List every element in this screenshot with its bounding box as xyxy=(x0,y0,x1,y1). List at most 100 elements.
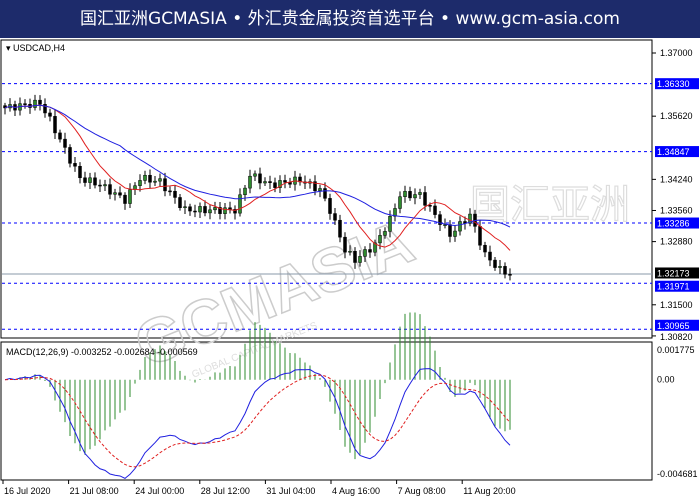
candle xyxy=(403,191,407,197)
candle xyxy=(98,184,102,187)
level-label: 1.30965 xyxy=(657,321,690,331)
candle xyxy=(163,178,167,192)
candle xyxy=(483,244,487,253)
candle xyxy=(43,104,47,114)
candle xyxy=(243,187,247,196)
candle xyxy=(223,207,227,214)
price-tick-label: 1.31500 xyxy=(660,300,693,310)
candle xyxy=(448,224,452,237)
level-label: 1.33286 xyxy=(657,219,690,229)
header-banner: 国汇亚洲GCMASIA • 外汇贵金属投资首选平台 • www.gcm-asia… xyxy=(0,0,700,38)
macd-line xyxy=(4,368,511,479)
time-tick-label: 7 Aug 08:00 xyxy=(398,486,446,496)
candle xyxy=(343,236,347,253)
candle xyxy=(383,231,387,236)
candle xyxy=(398,196,402,209)
macd-tick-label: -0.004681 xyxy=(657,469,698,479)
watermark-logo: 国汇亚洲 xyxy=(470,183,630,227)
candle xyxy=(498,266,502,268)
candle xyxy=(363,249,367,257)
candle xyxy=(408,191,412,199)
candle xyxy=(188,206,192,212)
macd-label: MACD(12,26,9) -0.003252 -0.002684 -0.000… xyxy=(6,347,198,357)
macd-tick-label: 0.001775 xyxy=(657,345,695,355)
current-price-tag xyxy=(655,267,699,279)
candle xyxy=(368,249,372,253)
time-tick-label: 24 Jul 00:00 xyxy=(135,486,184,496)
price-tick-label: 1.33560 xyxy=(660,205,693,215)
ma-fast-line xyxy=(4,104,511,251)
candle xyxy=(158,178,162,182)
candle xyxy=(123,194,127,204)
current-price-label: 1.32173 xyxy=(657,268,690,278)
candle xyxy=(328,198,332,214)
candle xyxy=(143,174,147,181)
candle xyxy=(373,242,377,253)
candle xyxy=(3,105,7,109)
candle xyxy=(263,181,267,184)
candle xyxy=(148,174,152,183)
candle xyxy=(168,190,172,193)
candle xyxy=(23,103,27,105)
level-label: 1.36330 xyxy=(657,79,690,89)
candle xyxy=(413,194,417,199)
header-title: 国汇亚洲GCMASIA • 外汇贵金属投资首选平台 • www.gcm-asia… xyxy=(80,9,620,29)
candle xyxy=(283,180,287,183)
candle xyxy=(443,224,447,226)
price-tick-label: 1.32880 xyxy=(660,237,693,247)
candle xyxy=(68,147,72,164)
candle xyxy=(183,206,187,208)
candle xyxy=(108,184,112,195)
candle xyxy=(248,175,252,189)
level-label: 1.31971 xyxy=(657,282,690,292)
candle xyxy=(268,181,272,183)
candle xyxy=(478,226,482,246)
candle xyxy=(198,206,202,213)
candle xyxy=(173,190,177,198)
candle xyxy=(193,210,197,213)
candle xyxy=(93,177,97,186)
candle xyxy=(83,177,87,183)
symbol-label[interactable]: ▾ USDCAD,H4 xyxy=(6,43,65,53)
candle xyxy=(453,230,457,237)
candle xyxy=(63,138,67,148)
time-tick-label: 28 Jul 12:00 xyxy=(201,486,250,496)
candle xyxy=(388,216,392,232)
time-tick-label: 11 Aug 20:00 xyxy=(463,486,515,496)
candle xyxy=(38,99,42,105)
candle xyxy=(253,173,257,177)
candle xyxy=(353,250,357,263)
candle xyxy=(468,213,472,224)
candle xyxy=(78,165,82,179)
level-label: 1.34847 xyxy=(657,147,690,157)
price-tick-label: 1.37000 xyxy=(660,48,693,58)
candle xyxy=(178,197,182,208)
candle xyxy=(213,207,217,211)
level-tag xyxy=(655,146,699,158)
candle xyxy=(238,194,242,214)
candle xyxy=(208,209,212,214)
time-tick-label: 21 Jul 08:00 xyxy=(70,486,119,496)
ma-slow-line xyxy=(4,104,511,228)
candle xyxy=(433,205,437,215)
time-tick-label: 31 Jul 04:00 xyxy=(266,486,315,496)
candle xyxy=(153,180,157,183)
candle xyxy=(278,180,282,188)
candle xyxy=(323,188,327,199)
time-tick-label: 16 Jul 2020 xyxy=(4,486,51,496)
candle xyxy=(438,214,442,225)
macd-panel xyxy=(0,341,653,481)
time-tick-label: 4 Aug 16:00 xyxy=(332,486,380,496)
candle xyxy=(313,181,317,192)
candle xyxy=(48,112,52,117)
level-tag xyxy=(655,280,699,292)
candle xyxy=(273,182,277,188)
candle xyxy=(203,206,207,214)
candle xyxy=(428,205,432,207)
candle xyxy=(118,192,122,196)
level-tag xyxy=(655,78,699,90)
candle xyxy=(258,173,262,184)
candle xyxy=(338,219,342,238)
price-tick-label: 1.34240 xyxy=(660,174,693,184)
